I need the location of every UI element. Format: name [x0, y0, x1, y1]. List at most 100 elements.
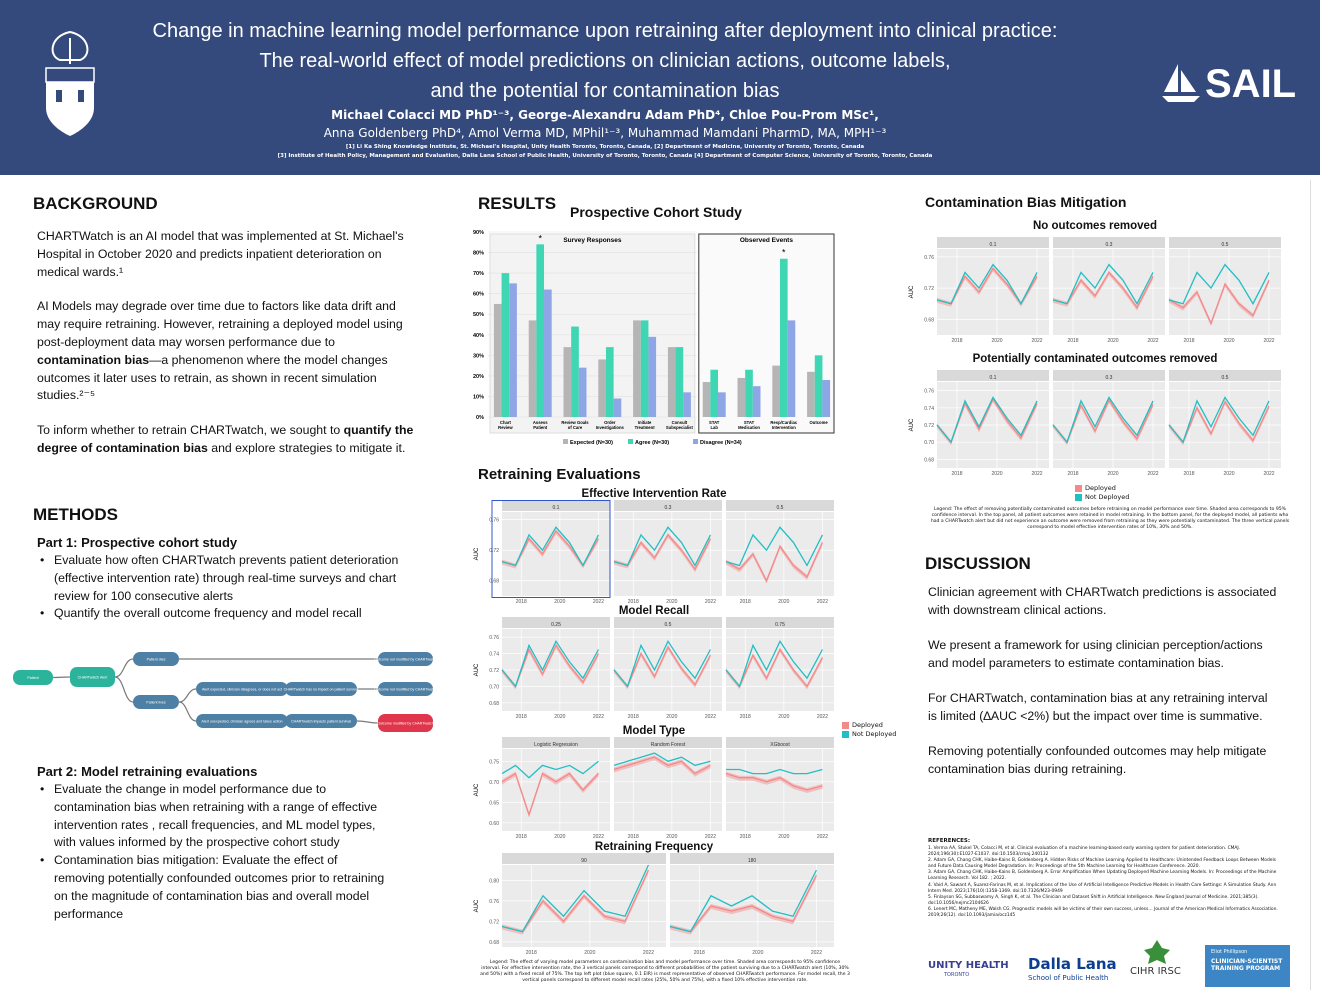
y-tick-label: 0% — [476, 415, 484, 421]
logo-text: Dalla Lana — [1028, 955, 1117, 973]
y-tick-label: 0.68 — [924, 317, 934, 323]
bar — [752, 386, 761, 417]
highlight-box — [491, 500, 611, 598]
x-tick-label: 2020 — [554, 599, 565, 605]
confidence-band — [614, 755, 711, 777]
x-tick-label: 2022 — [1263, 338, 1274, 344]
flow-label: Alert expected, clinician disagrees, or … — [202, 688, 282, 692]
text-segment: AI Models may degrade over time due to f… — [37, 299, 403, 349]
x-tick-label: Outcome — [810, 420, 829, 425]
panel-bg — [726, 749, 834, 831]
x-tick-label: STAT Medication — [738, 420, 760, 430]
bar — [605, 347, 614, 417]
x-tick-label: 2020 — [1107, 471, 1118, 477]
authors: Michael Colacci MD PhD¹⁻³, George-Alexan… — [331, 108, 879, 122]
y-tick-label: 0.70 — [489, 684, 499, 690]
y-tick-label: 0.72 — [924, 423, 934, 429]
y-tick-label: 0.76 — [489, 899, 499, 905]
bar — [675, 347, 684, 417]
y-tick-label: 0.68 — [489, 701, 499, 707]
x-tick-label: 2018 — [740, 599, 751, 605]
title-line: Change in machine learning model perform… — [152, 20, 1058, 42]
y-tick-label: 0.76 — [924, 255, 934, 261]
bar — [710, 369, 719, 417]
x-tick-label: 2022 — [593, 599, 604, 605]
series-line — [501, 864, 650, 933]
panel-strip — [937, 237, 1049, 248]
y-tick-label: 20% — [473, 374, 484, 380]
series-line — [725, 639, 824, 688]
x-tick-label: 2020 — [778, 834, 789, 840]
x-tick-label: 2020 — [778, 599, 789, 605]
y-axis-label: AUC — [474, 547, 480, 560]
y-tick-label: 30% — [473, 353, 484, 359]
series-line — [501, 526, 600, 567]
y-tick-label: 0.68 — [924, 457, 934, 463]
section-heading: METHODS — [33, 505, 118, 524]
y-axis-label: AUC — [909, 285, 915, 298]
panel-bg — [614, 512, 722, 596]
legend-label: Deployed — [1085, 484, 1116, 492]
x-tick-label: 2022 — [817, 714, 828, 720]
logo-text: CIHR IRSC — [1130, 966, 1181, 977]
panel-strip — [1053, 237, 1165, 248]
panel-strip — [502, 617, 610, 628]
x-tick-label: 2020 — [1223, 471, 1234, 477]
panel-strip — [614, 737, 722, 748]
y-tick-label: 60% — [473, 292, 484, 298]
x-tick-label: 2022 — [705, 834, 716, 840]
legend-label: Not Deployed — [852, 730, 897, 738]
flow-label: Patient lives — [146, 701, 166, 705]
x-tick-label: Order Investigations — [596, 420, 625, 430]
y-tick-label: 0.76 — [489, 518, 499, 524]
x-tick-label: 2018 — [951, 471, 962, 477]
bullet: Evaluate the change in model performance… — [40, 781, 387, 852]
bar — [787, 320, 796, 417]
bullet-list: Evaluate how often CHARTwatch prevents p… — [37, 552, 407, 623]
series-line — [613, 752, 711, 767]
legend-swatch — [1075, 485, 1082, 492]
legend-swatch — [693, 439, 698, 444]
bar — [718, 392, 726, 417]
bar — [667, 347, 676, 417]
reference: 1. Verma AA, Stukel TA, Colacci M, et al… — [928, 846, 1241, 858]
series-line — [1168, 263, 1270, 306]
x-tick-label: 2018 — [740, 714, 751, 720]
y-tick-label: 0.72 — [924, 286, 934, 292]
y-axis-label: AUC — [474, 663, 480, 676]
series-line — [725, 772, 823, 791]
legend-swatch — [628, 439, 633, 444]
bar — [571, 326, 579, 417]
bar — [702, 382, 711, 417]
panel-strip — [937, 370, 1049, 381]
y-tick-label: 50% — [473, 312, 484, 318]
y-tick-label: 0.75 — [489, 759, 499, 765]
subheading: Part 1: Prospective cohort study — [37, 535, 238, 550]
x-tick-label: 2018 — [1067, 338, 1078, 344]
panel-label: 0.5 — [665, 622, 672, 628]
bar — [501, 273, 510, 417]
y-tick-label: 70% — [473, 271, 484, 277]
x-tick-label: 2022 — [817, 834, 828, 840]
flow-label: Outcome not modified by CHARTwatch — [374, 658, 436, 662]
x-tick-label: 2018 — [516, 599, 527, 605]
y-tick-label: 0.60 — [489, 821, 499, 827]
bar — [493, 303, 502, 417]
significance: * — [782, 248, 786, 258]
series-line — [613, 639, 712, 688]
x-tick-label: Initiate Treatment — [635, 420, 656, 430]
legend-swatch — [842, 722, 849, 729]
reference: 2. Adam GA, Chang CHK, Haibe-Kains B, Go… — [928, 858, 1276, 870]
y-tick-label: 0.74 — [924, 406, 934, 412]
panel-label: Logistic Regression — [534, 742, 578, 748]
panel-label: Random Forest — [651, 742, 686, 748]
y-axis-label: AUC — [474, 899, 480, 912]
reference: 6. Lenert MC, Matheny ME, Walsh CG. Prog… — [928, 906, 1278, 919]
series-line — [613, 526, 712, 567]
bar — [745, 369, 753, 417]
legend-label: Agree (N=30) — [635, 440, 669, 446]
references-heading: REFERENCES: — [928, 838, 971, 844]
bar — [737, 377, 746, 417]
bar — [509, 283, 517, 417]
text-segment: —a phenomenon where the model changes ou… — [37, 352, 388, 403]
